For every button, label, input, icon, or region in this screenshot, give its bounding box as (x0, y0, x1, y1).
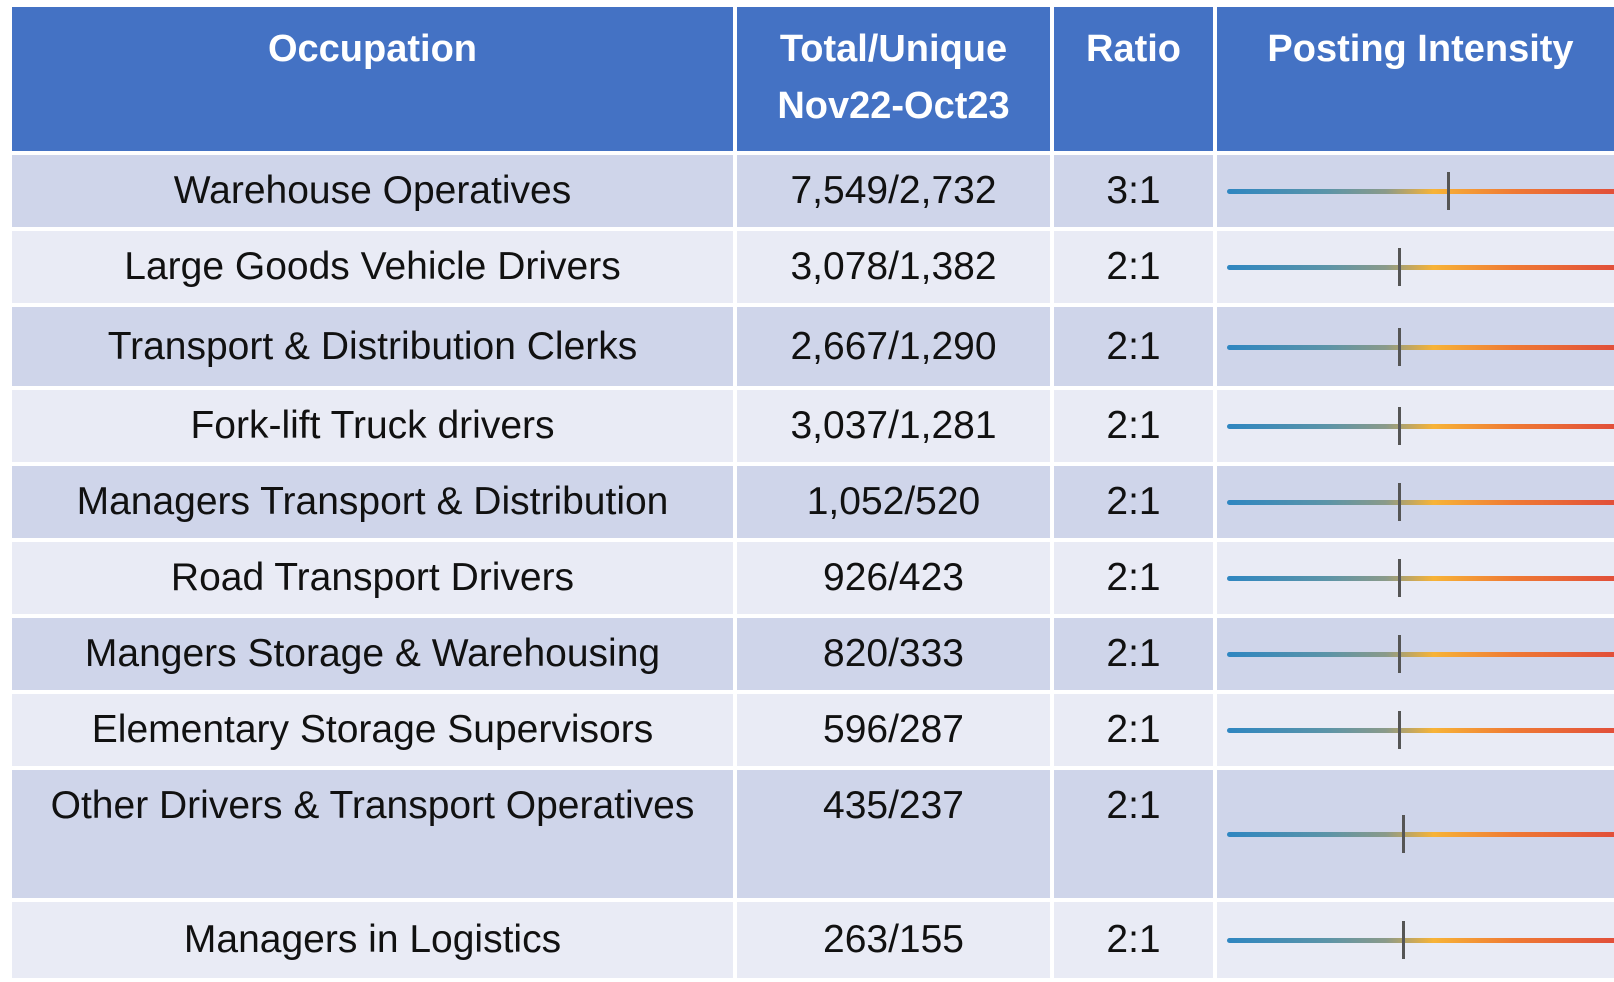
table-cell: 2:1 (1054, 902, 1213, 978)
intensity-cell (1217, 466, 1614, 538)
intensity-line (1227, 265, 1614, 270)
intensity-line (1227, 500, 1614, 505)
table-cell: Fork-lift Truck drivers (12, 390, 733, 462)
table-cell: Managers Transport & Distribution (12, 466, 733, 538)
header-line: Nov22-Oct23 (777, 85, 1010, 127)
table-cell: 3:1 (1054, 155, 1213, 227)
intensity-line (1227, 652, 1614, 657)
table-row: Transport & Distribution Clerks 2,667/1,2… (12, 307, 1614, 386)
intensity-line (1227, 938, 1614, 943)
header-cell: Occupation (12, 7, 733, 151)
table: Occupation Total/Unique Nov22-Oct23 Ratio… (8, 3, 1614, 982)
table-cell: 435/237 (737, 770, 1050, 898)
intensity-tick (1397, 559, 1401, 597)
intensity-tick (1402, 921, 1405, 959)
table-cell: Other Drivers & Transport Operatives (12, 770, 733, 898)
table-cell: Large Goods Vehicle Drivers (12, 231, 733, 303)
table-cell: 2:1 (1054, 694, 1213, 766)
table-row: Large Goods Vehicle Drivers 3,078/1,382 2:… (12, 231, 1614, 303)
header-cell: Total/Unique Nov22-Oct23 (737, 7, 1050, 151)
table-cell: Managers in Logistics (12, 902, 733, 978)
header-row: Occupation Total/Unique Nov22-Oct23 Ratio… (12, 7, 1614, 151)
table-row: Elementary Storage Supervisors 596/287 2:1 (12, 694, 1614, 766)
header-cell: Posting Intensity (1217, 7, 1614, 151)
table-cell: 2:1 (1054, 618, 1213, 690)
intensity-tick (1397, 248, 1401, 286)
table-cell: 3,037/1,281 (737, 390, 1050, 462)
table-cell: Transport & Distribution Clerks (12, 307, 733, 386)
intensity-tick (1397, 483, 1401, 521)
intensity-cell (1217, 307, 1614, 386)
intensity-cell (1217, 618, 1614, 690)
intensity-tick (1397, 407, 1401, 445)
table-cell: 2:1 (1054, 390, 1213, 462)
table-cell: 596/287 (737, 694, 1050, 766)
intensity-cell (1217, 155, 1614, 227)
intensity-line (1227, 189, 1614, 194)
header-cell: Ratio (1054, 7, 1213, 151)
intensity-line (1227, 832, 1614, 837)
header-line: Total/Unique (779, 28, 1008, 70)
table-row: Road Transport Drivers 926/423 2:1 (12, 542, 1614, 614)
intensity-tick (1397, 711, 1401, 749)
table-cell: 2:1 (1054, 770, 1213, 898)
table-cell: Road Transport Drivers (12, 542, 733, 614)
table-row: Managers Transport & Distribution 1,052/5… (12, 466, 1614, 538)
intensity-tick (1402, 815, 1405, 853)
table-row: Other Drivers & Transport Operatives 435/… (12, 770, 1614, 898)
intensity-cell (1217, 231, 1614, 303)
table-cell: 2,667/1,290 (737, 307, 1050, 386)
table-row: Mangers Storage & Warehousing 820/333 2:1 (12, 618, 1614, 690)
table-cell: Mangers Storage & Warehousing (12, 618, 733, 690)
table-cell: 2:1 (1054, 466, 1213, 538)
intensity-tick (1397, 327, 1401, 366)
table-cell: 2:1 (1054, 307, 1213, 386)
intensity-tick (1446, 172, 1450, 210)
intensity-cell (1217, 694, 1614, 766)
table-cell: 820/333 (737, 618, 1050, 690)
intensity-cell (1217, 902, 1614, 978)
intensity-cell (1217, 542, 1614, 614)
table-cell: 1,052/520 (737, 466, 1050, 538)
table-cell: 926/423 (737, 542, 1050, 614)
table-row: Fork-lift Truck drivers 3,037/1,281 2:1 (12, 390, 1614, 462)
table-row: Warehouse Operatives 7,549/2,732 3:1 (12, 155, 1614, 227)
intensity-line (1227, 344, 1614, 350)
intensity-line (1227, 728, 1614, 733)
intensity-cell (1217, 770, 1614, 898)
table-body: Warehouse Operatives 7,549/2,732 3:1 Large … (12, 155, 1614, 978)
table-cell: Warehouse Operatives (12, 155, 733, 227)
table-wrap: Occupation Total/Unique Nov22-Oct23 Ratio… (8, 3, 1614, 982)
table-cell: 2:1 (1054, 231, 1213, 303)
table-cell: 263/155 (737, 902, 1050, 978)
intensity-line (1227, 424, 1614, 429)
table-cell: 3,078/1,382 (737, 231, 1050, 303)
table-cell: Elementary Storage Supervisors (12, 694, 733, 766)
intensity-line (1227, 576, 1614, 581)
intensity-cell (1217, 390, 1614, 462)
table-cell: 2:1 (1054, 542, 1213, 614)
table-row: Managers in Logistics 263/155 2:1 (12, 902, 1614, 978)
table-cell: 7,549/2,732 (737, 155, 1050, 227)
intensity-tick (1397, 635, 1401, 673)
